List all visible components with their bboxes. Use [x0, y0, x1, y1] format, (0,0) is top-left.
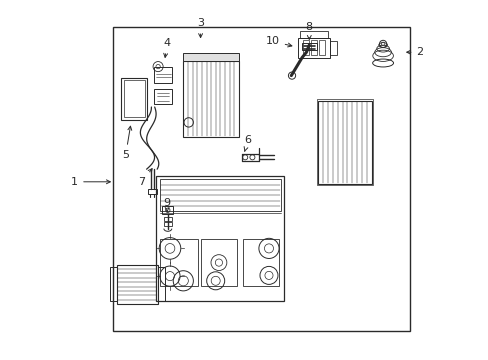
- Text: 6: 6: [244, 135, 251, 151]
- Bar: [163, 222, 171, 226]
- Text: 10: 10: [265, 36, 291, 47]
- Bar: [302, 43, 316, 50]
- Bar: [160, 239, 198, 286]
- Bar: [113, 27, 409, 331]
- Bar: [153, 67, 172, 83]
- Bar: [123, 80, 145, 117]
- Bar: [183, 53, 239, 61]
- Bar: [243, 239, 279, 286]
- Bar: [299, 31, 328, 38]
- Bar: [110, 267, 117, 301]
- Bar: [148, 189, 157, 194]
- Bar: [297, 38, 329, 58]
- Bar: [153, 89, 172, 104]
- Bar: [160, 179, 280, 211]
- Text: 7: 7: [138, 168, 152, 187]
- Text: 1: 1: [71, 177, 110, 187]
- Bar: [117, 265, 158, 304]
- Bar: [158, 267, 164, 301]
- Text: 9: 9: [163, 198, 170, 212]
- Text: 3: 3: [197, 18, 203, 37]
- Bar: [121, 78, 147, 120]
- Text: 4: 4: [163, 38, 170, 57]
- Bar: [319, 40, 325, 55]
- Bar: [162, 206, 173, 214]
- Text: 2: 2: [406, 47, 423, 57]
- Text: 5: 5: [122, 126, 131, 160]
- Bar: [201, 239, 236, 286]
- Bar: [303, 40, 308, 55]
- Bar: [163, 217, 171, 221]
- Bar: [329, 41, 336, 55]
- Bar: [183, 61, 239, 137]
- Bar: [316, 99, 372, 185]
- Bar: [318, 101, 371, 184]
- Text: 8: 8: [305, 22, 312, 39]
- Bar: [310, 40, 316, 55]
- Bar: [156, 176, 284, 301]
